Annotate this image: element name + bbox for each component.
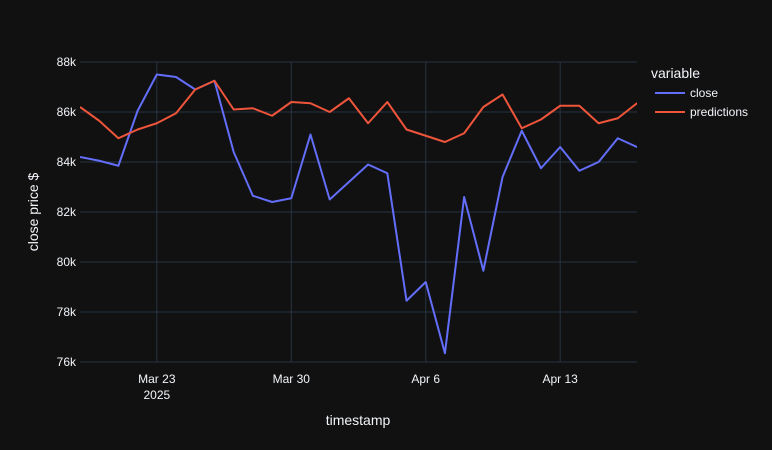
legend-label: predictions [690, 105, 748, 119]
y-tick-label: 88k [57, 55, 77, 69]
y-axis-title: close price $ [25, 172, 41, 251]
legend-item-predictions[interactable]: predictions [655, 105, 748, 119]
y-axis-ticks: 76k 78k 80k 82k 84k 86k 88k [57, 55, 77, 369]
legend-label: close [690, 86, 718, 100]
series-lines [80, 73, 656, 355]
x-axis-ticks: Mar 23 2025 Mar 30 Apr 6 Apr 13 [138, 372, 578, 402]
legend-item-close[interactable]: close [655, 86, 718, 100]
x-tick-label: Apr 6 [411, 372, 440, 386]
y-tick-label: 80k [57, 255, 77, 269]
y-tick-label: 86k [57, 105, 77, 119]
y-tick-label: 78k [57, 305, 77, 319]
x-tick-label: Mar 23 [138, 372, 176, 386]
legend-title: variable [651, 65, 700, 81]
y-tick-label: 82k [57, 205, 77, 219]
y-tick-label: 76k [57, 355, 77, 369]
grid [80, 61, 637, 363]
legend[interactable]: variable close predictions [651, 65, 748, 119]
x-tick-sublabel: 2025 [143, 388, 170, 402]
series-line-predictions[interactable] [80, 79, 656, 143]
y-tick-label: 84k [57, 155, 77, 169]
x-tick-label: Apr 13 [542, 372, 578, 386]
x-tick-label: Mar 30 [273, 372, 311, 386]
x-axis-title: timestamp [326, 412, 391, 428]
series-line-close[interactable] [80, 73, 656, 355]
